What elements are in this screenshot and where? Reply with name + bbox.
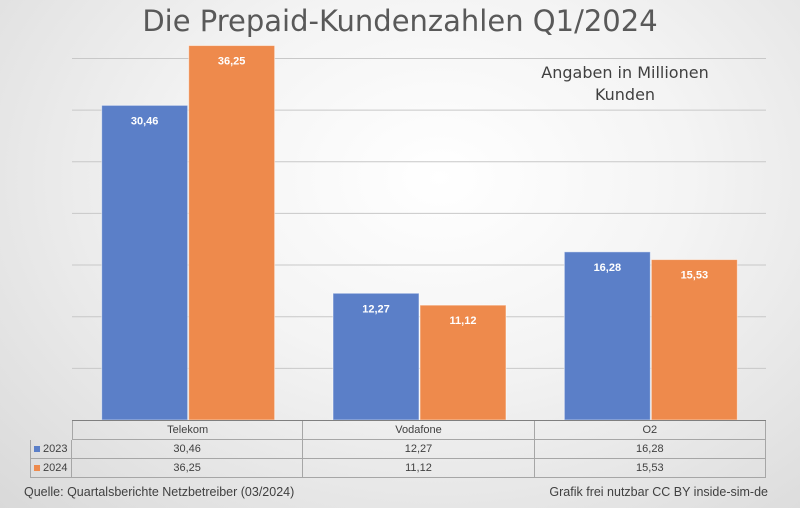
table-value: 36,25 [72,459,304,478]
category-label: Telekom [72,421,304,440]
legend-swatch [34,446,40,453]
legend-entry-2023: 2023 [30,440,72,459]
axis-line [72,420,766,421]
data-label: 16,28 [594,262,622,274]
category-label: O2 [534,421,766,440]
bar-2024-vodafone [419,304,507,421]
bar-2023-vodafone [332,292,420,421]
data-label: 36,25 [218,56,246,68]
legend-swatch [34,465,40,472]
table-value: 12,27 [303,440,535,459]
category-label: Vodafone [303,421,535,440]
license-note: Grafik frei nutzbar CC BY inside-sim-de [549,485,768,499]
table-value: 15,53 [534,459,766,478]
legend-entry-2024: 2024 [30,459,72,478]
data-label: 12,27 [362,303,390,315]
units-annotation: Angaben in Millionen Kunden [541,63,709,104]
source-note: Quelle: Quartalsberichte Netzbetreiber (… [24,485,295,499]
data-label: 30,46 [131,115,159,127]
bar-2024-telekom [188,45,276,421]
bar-2023-o2 [563,251,651,421]
table-value: 11,12 [303,459,535,478]
chart-title: Die Prepaid-Kundenzahlen Q1/2024 [142,4,658,38]
bar-2023-telekom [101,104,189,421]
data-label: 11,12 [450,315,477,327]
table-value: 30,46 [72,440,304,459]
table-value: 16,28 [534,440,766,459]
data-label: 15,53 [681,270,709,282]
bar-2024-o2 [650,259,738,421]
